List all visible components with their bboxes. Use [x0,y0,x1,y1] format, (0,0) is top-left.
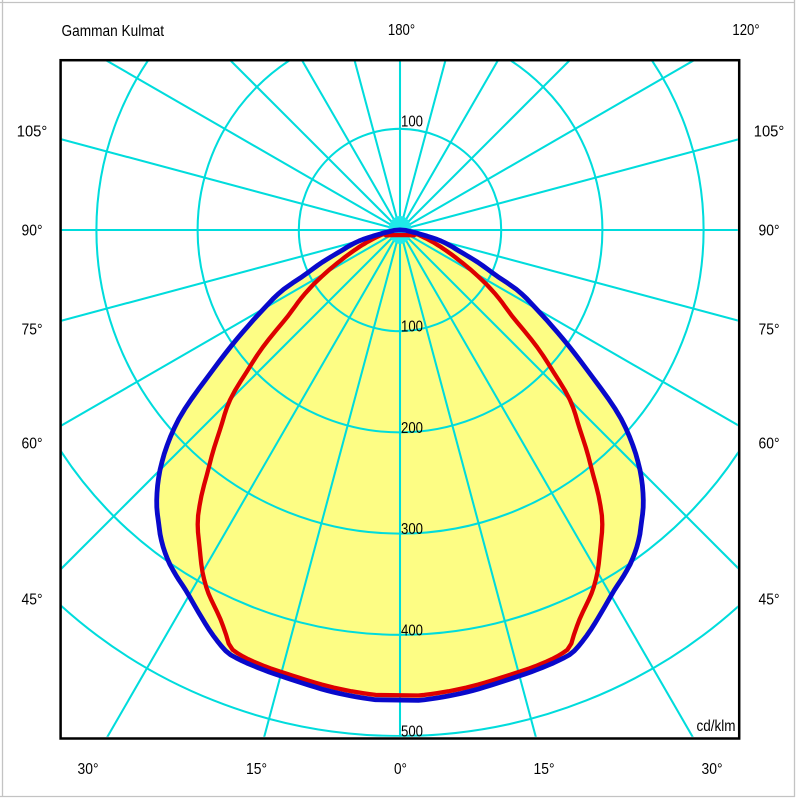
svg-text:cd/klm: cd/klm [697,718,736,735]
svg-text:Gamman Kulmat: Gamman Kulmat [62,23,165,40]
svg-text:60°: 60° [22,435,43,452]
svg-text:500: 500 [401,724,423,741]
svg-text:300: 300 [401,521,423,538]
svg-text:45°: 45° [759,591,780,608]
svg-text:400: 400 [401,622,423,639]
svg-text:100: 100 [401,319,423,336]
svg-text:15°: 15° [534,761,555,778]
svg-text:100: 100 [401,113,423,130]
svg-text:105°: 105° [17,123,48,140]
svg-text:45°: 45° [22,591,43,608]
svg-text:180°: 180° [388,22,415,39]
svg-text:15°: 15° [246,761,267,778]
svg-text:120°: 120° [732,22,759,39]
svg-text:90°: 90° [759,222,780,239]
svg-text:30°: 30° [78,761,99,778]
svg-text:60°: 60° [759,435,780,452]
svg-text:30°: 30° [702,761,723,778]
svg-text:75°: 75° [759,321,780,338]
svg-text:90°: 90° [22,222,43,239]
svg-text:75°: 75° [22,321,43,338]
svg-text:105°: 105° [754,123,785,140]
svg-text:200: 200 [401,420,423,437]
svg-text:0°: 0° [394,761,407,778]
